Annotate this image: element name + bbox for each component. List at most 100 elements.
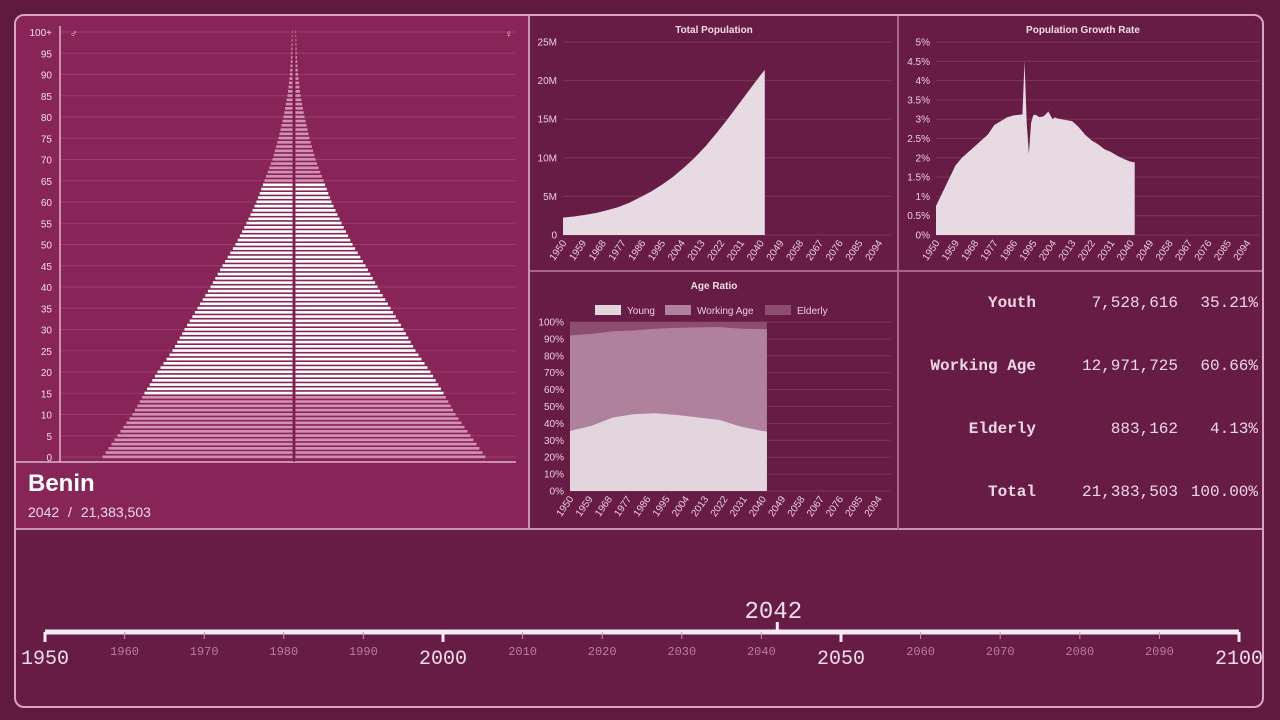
y-tick-label: 25M: [538, 38, 557, 49]
y-tick-label: 3.5%: [907, 95, 930, 106]
minor-year-label[interactable]: 1990: [349, 645, 378, 659]
age-tick-label: 0: [46, 453, 52, 464]
stat-value: 21,383,503: [1081, 483, 1178, 501]
x-tick-label: 2031: [728, 494, 750, 519]
major-year-label[interactable]: 2100: [1215, 648, 1263, 671]
x-tick-label: 2085: [844, 494, 866, 519]
minor-year-label[interactable]: 1960: [110, 645, 139, 659]
y-tick-label: 2%: [916, 153, 931, 164]
population-pyramid-panel: 0 5 10 15 20 25 30 35 40 45 50 55 60 65 70 75 80 85 90 95 10…: [16, 16, 530, 530]
x-tick-label: 2067: [1173, 238, 1195, 263]
pyramid-bars: [102, 30, 486, 459]
y-tick-label: 20%: [544, 453, 564, 464]
chart-title: Age Ratio: [691, 281, 738, 292]
x-tick-label: 2013: [686, 238, 708, 263]
x-tick-label: 2085: [844, 238, 866, 263]
age-ratio-chart: Age Ratio 0% 10% 20% 30% 40% 50% 60% 70% 80% 90% 10…: [538, 281, 891, 519]
x-tick-label: 2094: [864, 238, 886, 263]
stat-label: Working Age: [930, 357, 1036, 375]
country-name: Benin: [28, 470, 95, 497]
x-tick-label: 1950: [555, 494, 577, 519]
population-area: [563, 69, 765, 235]
female-icon: ♀: [505, 29, 513, 40]
stat-percent: 100.00%: [1190, 483, 1258, 501]
age-tick-label: 65: [41, 177, 53, 188]
chart-title: Total Population: [675, 25, 753, 36]
legend-swatch: [595, 305, 621, 315]
major-year-label[interactable]: 1950: [21, 648, 69, 671]
age-tick-label: 100+: [29, 28, 52, 39]
minor-year-label[interactable]: 1980: [269, 645, 298, 659]
x-tick-label: 2049: [765, 238, 787, 263]
x-tick-label: 2094: [863, 494, 885, 519]
stat-percent: 60.66%: [1200, 357, 1258, 375]
stat-row-youth: Youth 7,528,616 35.21%: [899, 294, 1262, 324]
x-tick-label: 2013: [690, 494, 712, 519]
x-tick-label: 2004: [1037, 238, 1059, 263]
stat-label: Youth: [987, 294, 1036, 312]
stat-value: 7,528,616: [1091, 294, 1178, 312]
y-tick-label: 15M: [538, 115, 557, 126]
minor-year-label[interactable]: 2020: [588, 645, 617, 659]
stat-row-working-age: Working Age 12,971,725 60.66%: [899, 357, 1262, 387]
age-tick-label: 15: [41, 389, 53, 400]
year-timeline-panel: 1950 2000 2050 2100 1960 1970 1980 1990 2010 2020…: [16, 530, 1264, 708]
male-icon: ♂: [70, 29, 78, 40]
x-tick-label: 1986: [627, 238, 649, 263]
x-tick-label: 2058: [785, 238, 807, 263]
age-tick-label: 70: [41, 156, 53, 167]
minor-year-label[interactable]: 2090: [1145, 645, 1174, 659]
x-tick-label: 2076: [1193, 238, 1215, 263]
minor-year-label[interactable]: 1970: [190, 645, 219, 659]
y-tick-label: 4.5%: [907, 57, 930, 68]
minor-year-label[interactable]: 2080: [1065, 645, 1094, 659]
major-year-label[interactable]: 2000: [419, 648, 467, 671]
x-tick-label: 1995: [1018, 238, 1040, 263]
age-tick-label: 35: [41, 304, 53, 315]
y-tick-label: 3%: [916, 115, 931, 126]
y-tick-label: 60%: [544, 385, 564, 396]
minor-year-label[interactable]: 2070: [986, 645, 1015, 659]
y-tick-label: 5%: [916, 38, 931, 49]
y-tick-label: 30%: [544, 436, 564, 447]
year-timeline-slider[interactable]: 1950 2000 2050 2100 1960 1970 1980 1990 2010 2020…: [16, 530, 1264, 708]
x-tick-label: 1950: [921, 238, 943, 263]
age-tick-label: 50: [41, 241, 53, 252]
y-tick-label: 50%: [544, 402, 564, 413]
stat-label: Total: [987, 483, 1036, 501]
legend-swatch: [765, 305, 791, 315]
y-tick-label: 1%: [916, 192, 931, 203]
selected-year: 2042: [28, 504, 60, 520]
x-tick-label: 2040: [747, 494, 769, 519]
x-tick-label: 2058: [786, 494, 808, 519]
stat-row-total: Total 21,383,503 100.00%: [899, 483, 1262, 513]
x-tick-label: 2022: [1076, 238, 1098, 263]
x-tick-label: 2058: [1154, 238, 1176, 263]
x-tick-label: 2085: [1212, 238, 1234, 263]
age-tick-label: 30: [41, 326, 53, 337]
growth-rate-panel: Population Growth Rate 0% 0.5% 1% 1.5% 2% 2.5%…: [899, 16, 1262, 272]
y-tick-label: 1.5%: [907, 173, 930, 184]
x-tick-label: 1959: [940, 238, 962, 263]
minor-year-label[interactable]: 2010: [508, 645, 537, 659]
total-population-chart: Total Population05M10M15M20M25M195019591…: [538, 25, 892, 263]
minor-year-label[interactable]: 2030: [667, 645, 696, 659]
legend-swatch: [665, 305, 691, 315]
x-tick-label: 1977: [607, 238, 629, 263]
x-tick-label: 1977: [979, 238, 1001, 263]
x-tick-label: 2040: [745, 238, 767, 263]
x-tick-label: 2013: [1057, 238, 1079, 263]
x-tick-label: 2004: [666, 238, 688, 263]
x-tick-label: 2049: [767, 494, 789, 519]
age-tick-label: 90: [41, 71, 53, 82]
age-tick-label: 45: [41, 262, 53, 273]
x-tick-label: 1959: [567, 238, 589, 263]
minor-year-label[interactable]: 2060: [906, 645, 935, 659]
major-year-label[interactable]: 2050: [817, 648, 865, 671]
x-tick-label: 1986: [632, 494, 654, 519]
total-population: 21,383,503: [80, 504, 151, 520]
x-tick-label: 2067: [804, 238, 826, 263]
y-tick-label: 70%: [544, 368, 564, 379]
y-tick-label: 10M: [538, 153, 557, 164]
minor-year-label[interactable]: 2040: [747, 645, 776, 659]
